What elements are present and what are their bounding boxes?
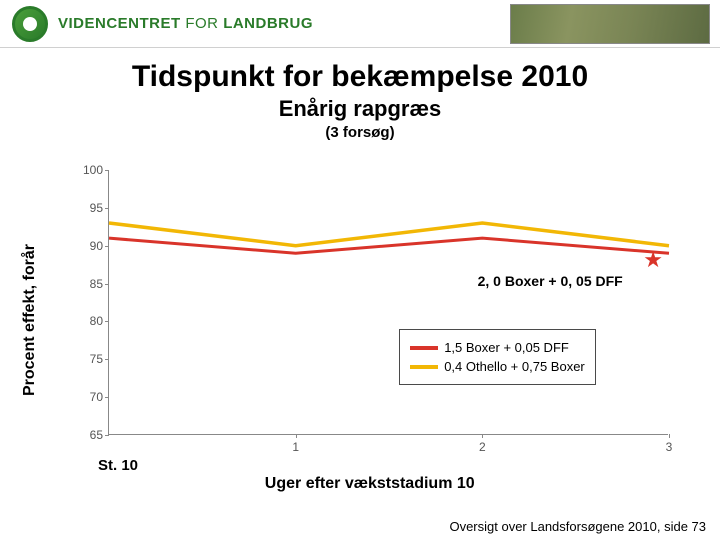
- chart-lines: [109, 170, 668, 434]
- legend-swatch: [410, 365, 438, 369]
- legend-label: 1,5 Boxer + 0,05 DFF: [444, 340, 569, 355]
- y-tick-label: 65: [73, 428, 103, 442]
- x-axis-label: Uger efter vækststadium 10: [265, 475, 475, 493]
- y-axis-label: Procent effekt, forår: [21, 244, 39, 396]
- legend-item: 1,5 Boxer + 0,05 DFF: [410, 340, 585, 355]
- brand-end: LANDBRUG: [223, 15, 313, 32]
- legend-label: 0,4 Othello + 0,75 Boxer: [444, 359, 585, 374]
- y-tick-label: 100: [73, 163, 103, 177]
- brand-bold: VIDENCENTRET: [58, 15, 181, 32]
- series-line: [109, 238, 669, 253]
- x-tick-label: 2: [479, 440, 486, 454]
- page-note: (3 forsøg): [0, 124, 720, 141]
- st10-label: St. 10: [98, 457, 138, 474]
- header-bar: VIDENCENTRET FOR LANDBRUG: [0, 0, 720, 48]
- y-tick-label: 90: [73, 239, 103, 253]
- brand-light: FOR: [181, 15, 224, 32]
- series-line: [109, 223, 669, 246]
- annotation-label: 2, 0 Boxer + 0, 05 DFF: [478, 273, 623, 289]
- y-tick-label: 95: [73, 201, 103, 215]
- y-tick-label: 75: [73, 352, 103, 366]
- legend-item: 0,4 Othello + 0,75 Boxer: [410, 359, 585, 374]
- x-tick-label: 3: [666, 440, 673, 454]
- x-tick-label: 1: [292, 440, 299, 454]
- y-tick-label: 80: [73, 314, 103, 328]
- page-title: Tidspunkt for bekæmpelse 2010: [0, 60, 720, 94]
- y-tick-label: 70: [73, 390, 103, 404]
- brand-text: VIDENCENTRET FOR LANDBRUG: [58, 15, 313, 32]
- header-photo: [510, 4, 710, 44]
- plot-area: 65707580859095100123: [108, 170, 668, 435]
- star-icon: ★: [643, 249, 663, 271]
- legend-box: 1,5 Boxer + 0,05 DFF 0,4 Othello + 0,75 B…: [399, 329, 596, 385]
- page-subtitle: Enårig rapgræs: [0, 96, 720, 122]
- legend-swatch: [410, 346, 438, 350]
- chart-area: Procent effekt, forår 657075808590951001…: [48, 170, 688, 470]
- footer-text: Oversigt over Landsforsøgene 2010, side …: [449, 519, 706, 534]
- logo-icon: [12, 6, 48, 42]
- y-tick-label: 85: [73, 277, 103, 291]
